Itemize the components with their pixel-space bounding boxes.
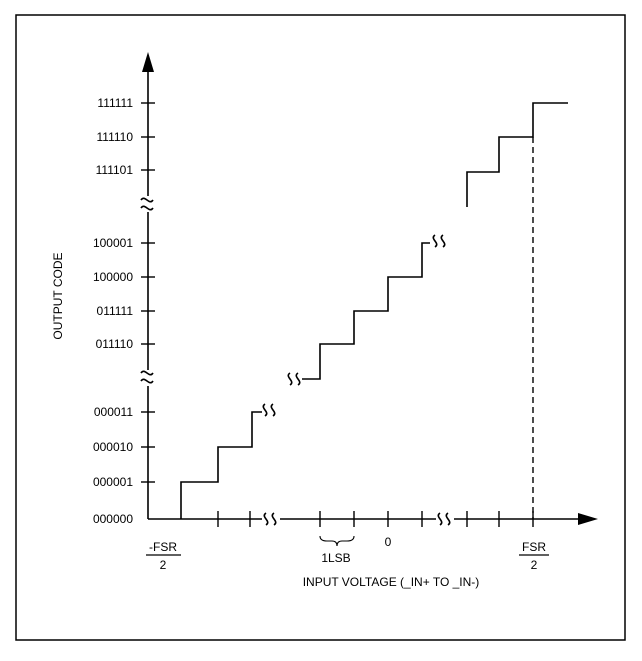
- lsb-brace: [319, 535, 355, 547]
- y-axis-ticks: [141, 102, 155, 483]
- x-axis-ticks: [217, 511, 534, 527]
- figure-border: [15, 14, 626, 641]
- y-code-label: 011110: [96, 337, 134, 351]
- staircase-break: [287, 372, 301, 386]
- fsr-numerator: FSR: [522, 540, 546, 554]
- neg-fsr-numerator: -FSR: [149, 540, 177, 554]
- y-code-label: 111110: [97, 130, 134, 144]
- transfer-staircase-high: [466, 102, 568, 207]
- y-code-label: 000011: [94, 405, 133, 419]
- y-code-label: 000010: [93, 440, 133, 454]
- y-code-label: 011111: [97, 304, 134, 318]
- lsb-label: 1LSB: [321, 551, 350, 565]
- y-code-label: 000001: [93, 475, 133, 489]
- transfer-staircase-mid: [302, 242, 430, 380]
- transfer-staircase-low: [180, 411, 262, 519]
- neg-fsr-denominator: 2: [160, 558, 167, 572]
- y-code-label: 100000: [93, 270, 133, 284]
- staircase-break: [262, 403, 276, 417]
- y-code-label: 000000: [93, 512, 133, 526]
- x-axis-arrow: [578, 513, 598, 525]
- y-code-label: 111101: [96, 163, 134, 177]
- staircase-break: [432, 234, 446, 248]
- zero-label: 0: [385, 535, 392, 549]
- y-code-label: 111111: [97, 96, 133, 110]
- x-axis-title: INPUT VOLTAGE (_IN+ TO _IN-): [303, 575, 480, 589]
- y-axis-title: OUTPUT CODE: [51, 252, 65, 339]
- y-axis-arrow: [142, 52, 154, 72]
- fsr-denominator: 2: [531, 558, 538, 572]
- y-code-label: 100001: [93, 236, 133, 250]
